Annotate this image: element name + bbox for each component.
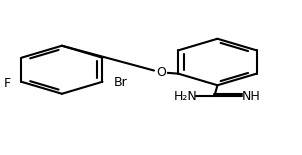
Text: F: F	[4, 77, 11, 90]
Text: NH: NH	[241, 90, 260, 103]
Text: O: O	[157, 66, 166, 79]
Text: H₂N: H₂N	[174, 90, 198, 103]
Text: Br: Br	[114, 76, 127, 89]
